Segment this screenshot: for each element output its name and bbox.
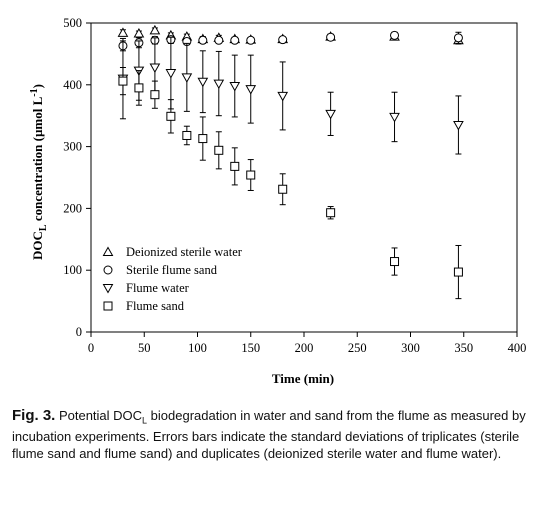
data-point <box>453 33 463 43</box>
x-tick-label: 150 <box>241 341 260 355</box>
figure-label: Fig. 3. <box>12 407 56 424</box>
data-point <box>118 76 128 86</box>
y-tick-label: 100 <box>63 263 82 277</box>
x-tick-label: 300 <box>401 341 420 355</box>
legend-label: Flume sand <box>126 299 185 313</box>
ylabel-sub: L <box>38 224 49 231</box>
x-tick-label: 250 <box>348 341 367 355</box>
data-point <box>229 82 241 92</box>
y-tick-label: 300 <box>63 140 82 154</box>
legend-marker <box>103 265 113 275</box>
data-point <box>230 35 240 45</box>
data-point <box>453 267 463 277</box>
caption-text-before: Potential DOC <box>55 408 143 423</box>
x-tick-label: 200 <box>295 341 314 355</box>
y-tick-label: 200 <box>63 201 82 215</box>
data-point <box>453 120 464 131</box>
legend-label: Deionized sterile water <box>126 245 243 259</box>
data-point <box>181 73 193 83</box>
data-point <box>198 35 208 45</box>
data-point <box>277 91 289 102</box>
data-point <box>278 35 288 45</box>
data-point <box>198 134 208 144</box>
data-point <box>246 35 256 45</box>
data-point <box>245 85 257 95</box>
data-point <box>149 24 161 35</box>
y-tick-label: 0 <box>76 325 82 339</box>
data-point <box>197 77 209 88</box>
data-point <box>230 161 240 171</box>
x-tick-label: 100 <box>188 341 207 355</box>
legend-marker <box>102 284 114 294</box>
legend-marker <box>103 301 113 311</box>
data-point <box>389 112 400 123</box>
data-point <box>134 83 144 93</box>
data-point <box>150 90 160 100</box>
data-point <box>390 30 400 40</box>
y-tick-label: 400 <box>63 78 82 92</box>
x-tick-label: 350 <box>454 341 473 355</box>
x-axis-label: Time (min) <box>272 371 334 386</box>
data-point <box>325 109 336 120</box>
ylabel-end: ) <box>30 84 45 88</box>
caption-subscript: L <box>142 415 148 426</box>
data-point <box>133 27 145 38</box>
legend-label: Sterile flume sand <box>126 263 218 277</box>
legend-marker <box>102 246 114 256</box>
data-point <box>246 170 256 180</box>
figure-caption: Fig. 3. Potential DOCL biodegradation in… <box>12 407 542 462</box>
ylabel-rest: concentration (µmol L <box>30 96 45 224</box>
x-tick-label: 400 <box>508 341 527 355</box>
data-point <box>166 111 176 121</box>
data-point <box>326 208 336 218</box>
data-point <box>390 257 400 267</box>
y-tick-label: 500 <box>63 16 82 30</box>
x-tick-label: 0 <box>88 341 94 355</box>
data-point <box>214 35 224 45</box>
y-axis-label: DOCL concentration (µmol L-1) <box>29 84 49 260</box>
plot-area: 0 50 100 150 200 250 300 350 400 0 100 200 300 400 500… <box>63 16 526 355</box>
data-point <box>214 145 224 155</box>
x-tick-label: 50 <box>138 341 151 355</box>
caption-text-after: biodegradation in water and sand from th… <box>12 408 526 461</box>
data-point <box>213 79 225 90</box>
chart: 0 50 100 150 200 250 300 350 400 0 100 200 300 400 500… <box>29 16 526 386</box>
legend-label: Flume water <box>126 281 190 295</box>
data-point <box>117 27 129 37</box>
data-point <box>165 69 177 79</box>
data-point <box>182 130 192 140</box>
ylabel-main: DOC <box>30 231 45 260</box>
data-point <box>149 63 161 74</box>
svg-text:DOCL concentration (µmol L-1): DOCL concentration (µmol L-1) <box>29 84 49 260</box>
data-point <box>326 32 336 42</box>
ylabel-sup: -1 <box>29 88 40 96</box>
data-point <box>278 184 288 194</box>
